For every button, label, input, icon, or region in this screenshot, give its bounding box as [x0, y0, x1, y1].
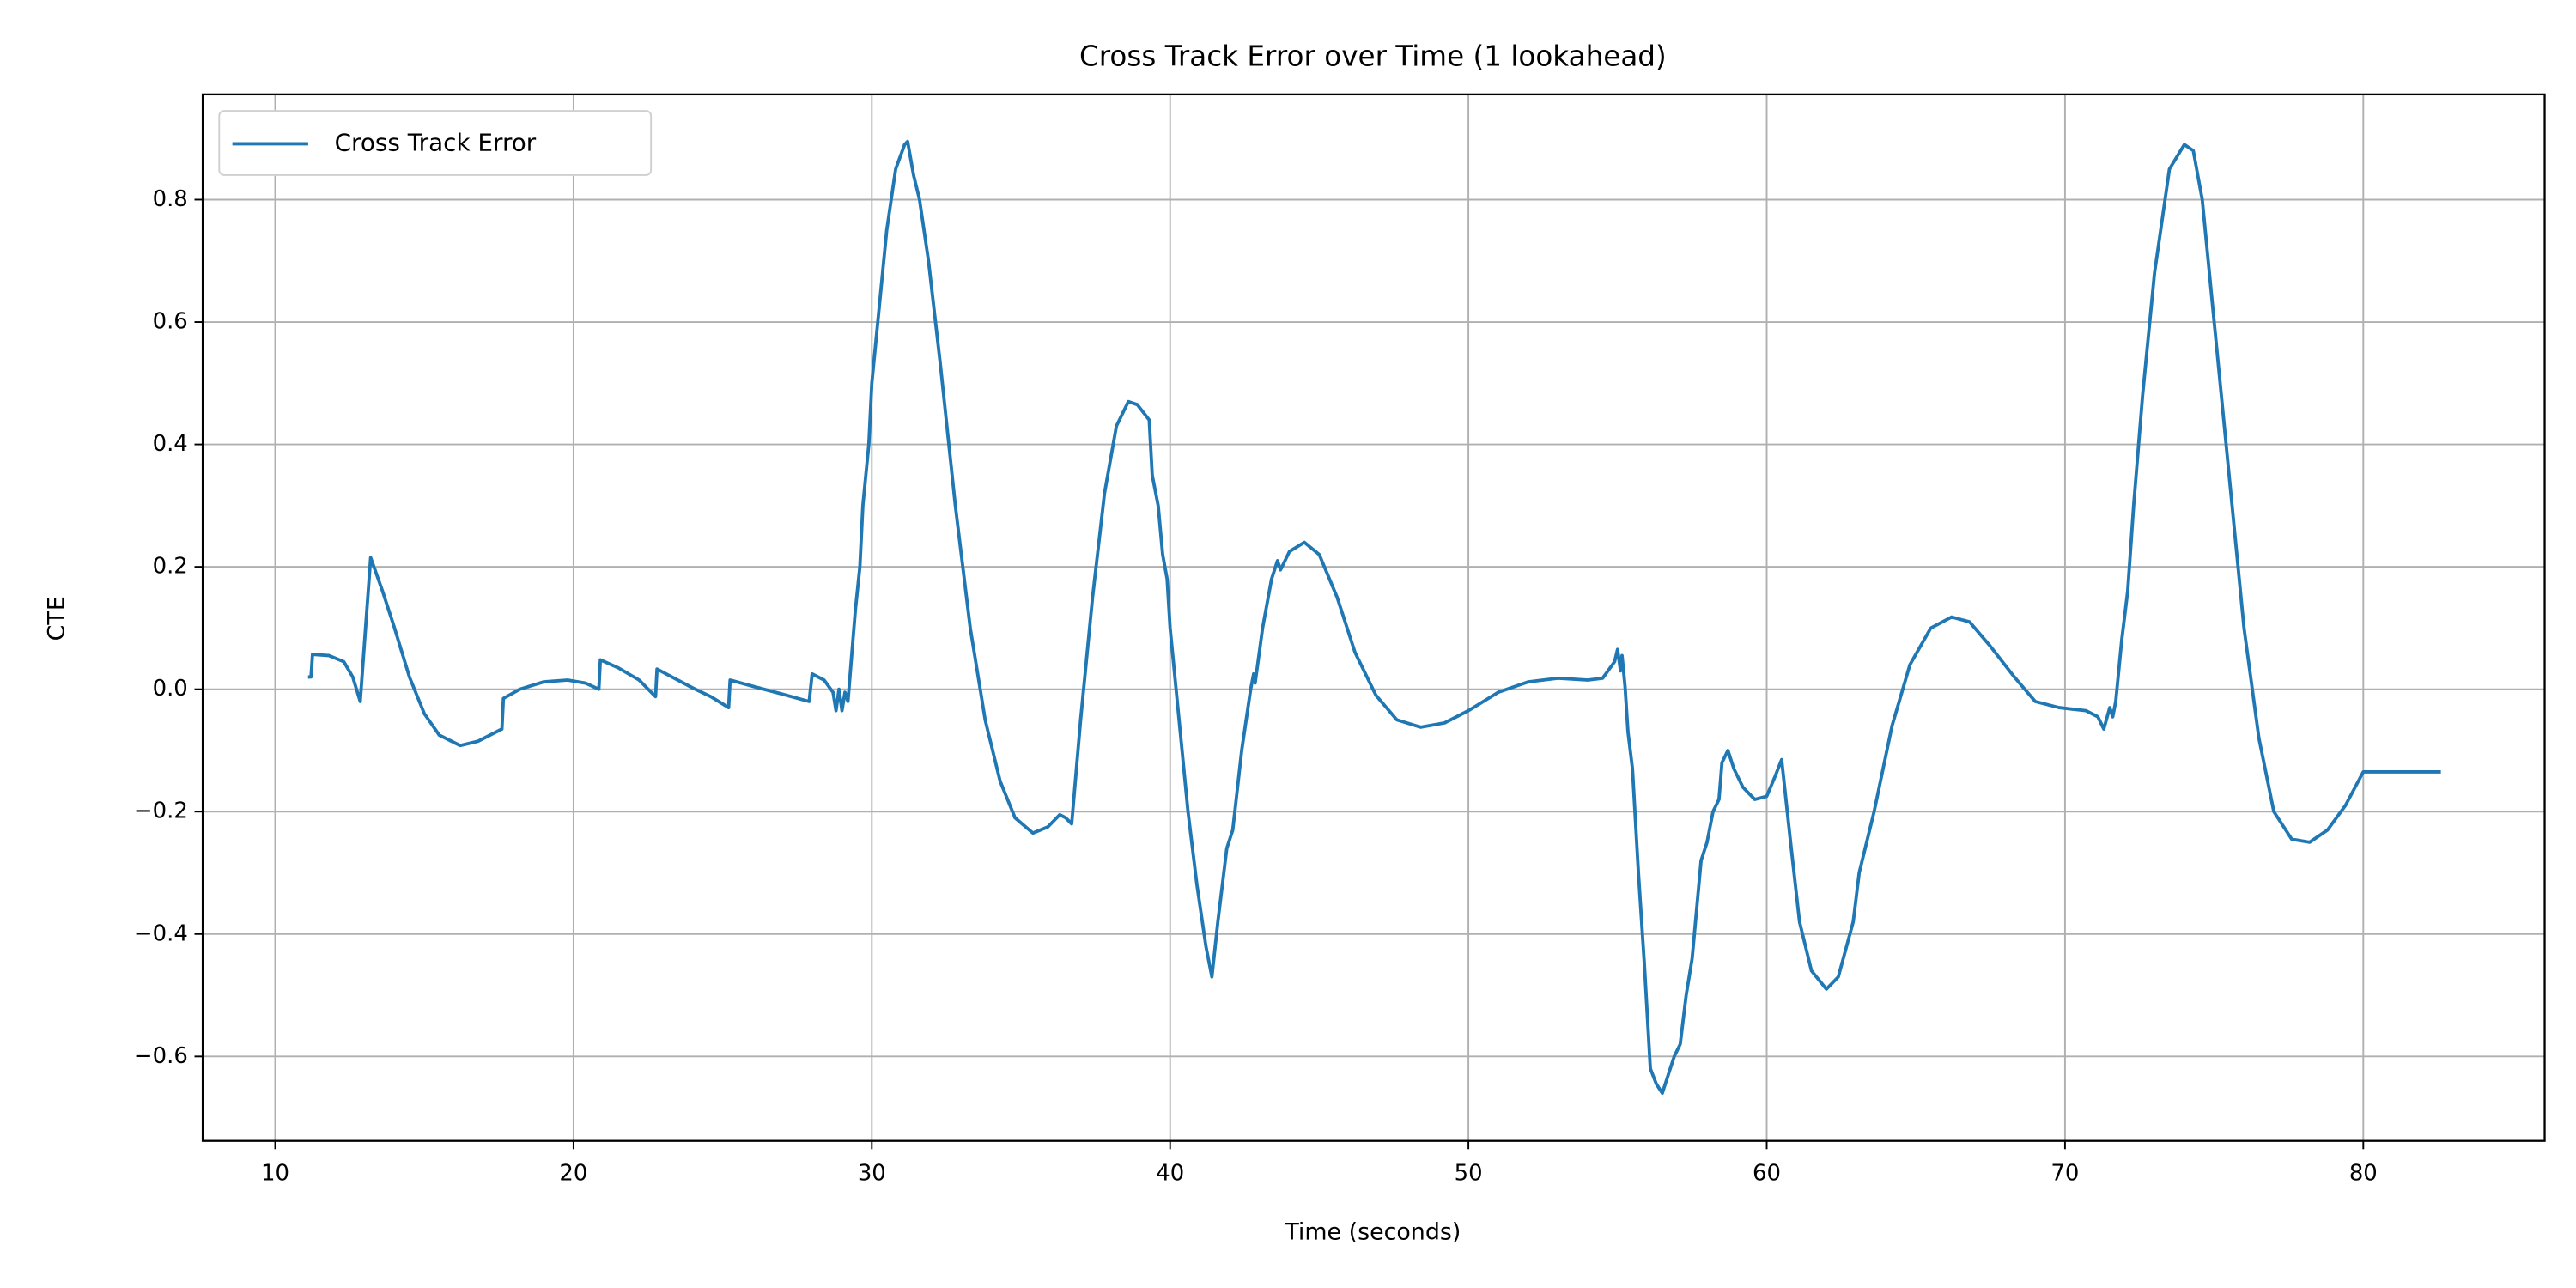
legend-box: [218, 110, 653, 176]
y-tick-label: 0.2: [153, 554, 188, 580]
chart-title: Cross Track Error over Time (1 lookahead…: [1079, 40, 1667, 73]
x-tick-label: 60: [1753, 1161, 1781, 1187]
y-tick-label: −0.4: [134, 920, 188, 946]
x-tick-label: 10: [261, 1161, 289, 1187]
x-tick-label: 20: [559, 1161, 587, 1187]
y-tick-label: −0.6: [134, 1043, 188, 1069]
y-tick-label: −0.2: [134, 799, 188, 824]
x-tick-label: 40: [1156, 1161, 1184, 1187]
y-axis-label: CTE: [44, 596, 70, 641]
y-tick-label: 0.4: [153, 431, 188, 457]
y-tick-label: 0.6: [153, 309, 188, 335]
y-tick-label: 0.8: [153, 186, 188, 212]
y-tick-label: 0.0: [153, 676, 188, 702]
legend-label: Cross Track Error: [335, 128, 537, 156]
x-tick-label: 50: [1455, 1161, 1483, 1187]
plot-frame: [201, 93, 2546, 1142]
x-axis-label: Time (seconds): [1284, 1219, 1461, 1246]
x-tick-label: 30: [858, 1161, 886, 1187]
x-tick-label: 80: [2349, 1161, 2378, 1187]
data-line: [307, 139, 2441, 1096]
x-tick-label: 70: [2050, 1161, 2079, 1187]
